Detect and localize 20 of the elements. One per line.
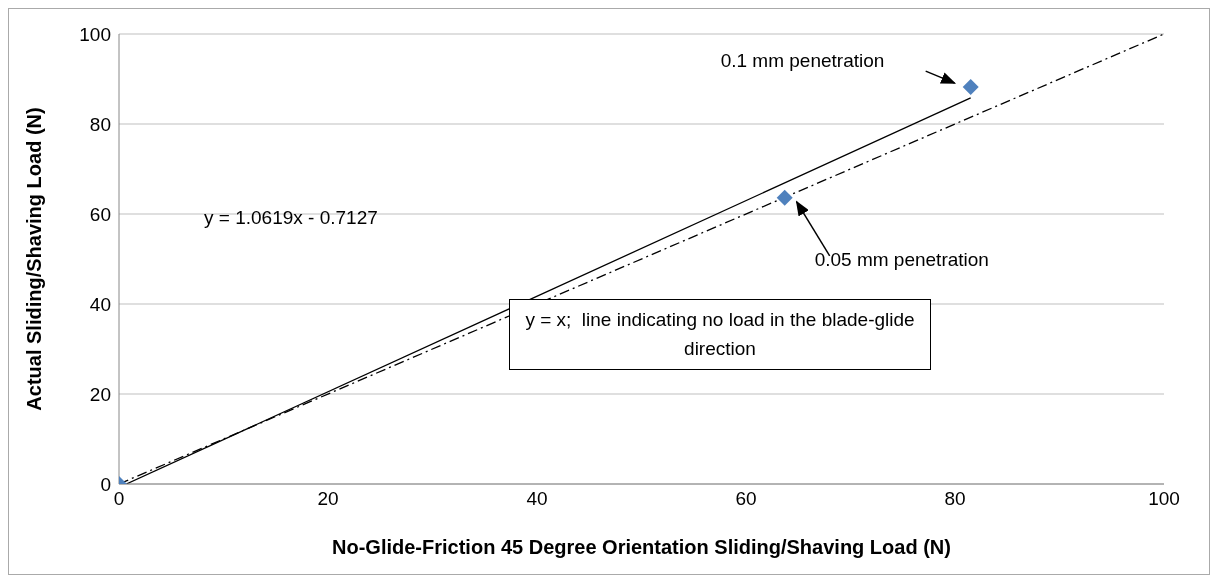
x-tick-label: 0 [113, 488, 125, 510]
x-tick-label: 80 [944, 488, 966, 510]
x-tick-label: 40 [526, 488, 548, 510]
annotation: 0.1 mm penetration [720, 50, 885, 72]
x-tick-label: 60 [735, 488, 757, 510]
x-axis-title: No-Glide-Friction 45 Degree Orientation Sliding/Shaving Load (N) [332, 536, 951, 558]
y-tick-label: 20 [89, 383, 111, 405]
y-axis-title: Actual Sliding/Shaving Load (N) [23, 107, 46, 411]
y-tick-label: 80 [89, 113, 111, 135]
y-tick-label: 40 [89, 293, 111, 315]
point [776, 189, 793, 206]
text-box: y = x; line indicating no load in the blade-glide direction [509, 299, 931, 370]
annotation: 0.05 mm penetration [814, 248, 989, 270]
y-tick-label: 60 [89, 203, 111, 225]
x-tick-label: 100 [1148, 488, 1180, 510]
y-tick-label: 0 [100, 473, 111, 495]
x-tick-label: 20 [317, 488, 339, 510]
y-tick-label: 100 [79, 23, 111, 45]
point [962, 79, 979, 96]
annotation: y = 1.0619x - 0.7127 [204, 207, 378, 229]
